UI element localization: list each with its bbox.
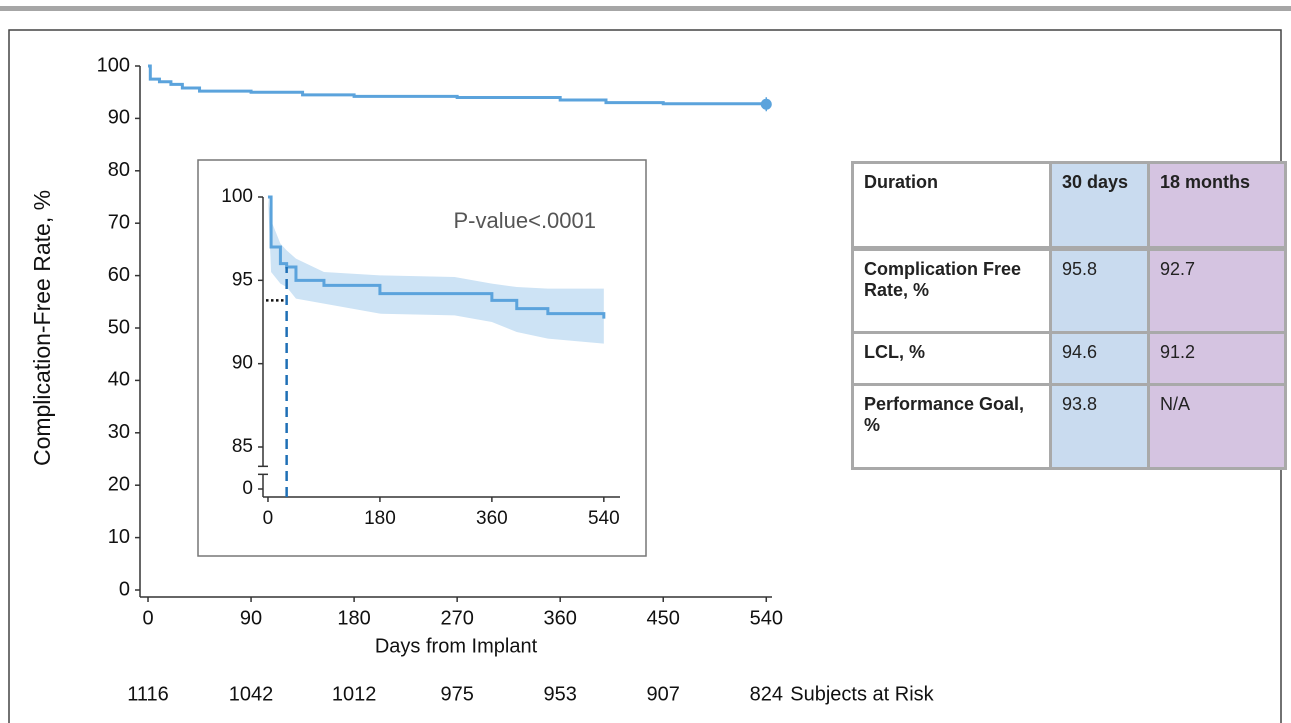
table-cell: N/A <box>1147 383 1287 470</box>
x-tick-label: 180 <box>364 508 396 529</box>
y-tick-label: 60 <box>108 264 130 286</box>
x-tick-label: 180 <box>337 607 370 629</box>
y-tick-label: 70 <box>108 211 130 233</box>
risk-count: 907 <box>647 683 680 705</box>
table-header: 18 months <box>1147 161 1287 251</box>
top-bar <box>0 6 1291 11</box>
table-cell: Complication Free Rate, % <box>851 247 1052 334</box>
x-tick-label: 270 <box>440 607 473 629</box>
y-tick-label: 0 <box>242 478 253 499</box>
x-tick-label: 540 <box>588 508 620 529</box>
risk-count: 953 <box>544 683 577 705</box>
y-tick-label: 10 <box>108 526 130 548</box>
survival-line <box>148 64 768 106</box>
summary-table: Duration 30 days 18 months Complication … <box>851 161 1287 470</box>
y-tick-label: 50 <box>108 316 130 338</box>
x-axis-label: Days from Implant <box>375 635 538 657</box>
risk-count: 1042 <box>229 683 274 705</box>
y-tick-label: 90 <box>108 107 130 129</box>
table-cell: Performance Goal, % <box>851 383 1052 470</box>
y-axis-label: Complication-Free Rate, % <box>29 190 55 466</box>
table-cell: 94.6 <box>1049 331 1150 386</box>
end-marker <box>760 98 772 110</box>
confidence-band <box>267 197 604 344</box>
table-cell: 93.8 <box>1049 383 1150 470</box>
risk-count: 1012 <box>332 683 377 705</box>
x-tick-label: 360 <box>476 508 508 529</box>
y-tick-label: 40 <box>108 369 130 391</box>
x-tick-label: 90 <box>240 607 262 629</box>
table-cell: 91.2 <box>1147 331 1287 386</box>
x-tick-label: 0 <box>142 607 153 629</box>
table-cell: LCL, % <box>851 331 1052 386</box>
y-tick-label: 30 <box>108 421 130 443</box>
survival-line <box>267 195 606 319</box>
table-header: 30 days <box>1049 161 1150 251</box>
x-tick-label: 0 <box>263 508 274 529</box>
x-tick-label: 450 <box>647 607 680 629</box>
table-cell: 95.8 <box>1049 247 1150 334</box>
y-tick-label: 95 <box>232 269 253 290</box>
y-tick-label: 80 <box>108 159 130 181</box>
table-header: Duration <box>851 161 1052 251</box>
risk-count: 824 <box>750 683 783 705</box>
table-cell: 92.7 <box>1147 247 1287 334</box>
x-tick-label: 360 <box>544 607 577 629</box>
annotation: P-value<.0001 <box>454 208 597 233</box>
y-tick-label: 100 <box>97 54 130 76</box>
risk-label: Subjects at Risk <box>790 683 934 705</box>
y-tick-label: 0 <box>119 578 130 600</box>
risk-count: 975 <box>440 683 473 705</box>
y-tick-label: 100 <box>221 186 253 207</box>
risk-count: 1116 <box>127 683 169 705</box>
x-tick-label: 540 <box>750 607 783 629</box>
y-tick-label: 85 <box>232 436 253 457</box>
y-tick-label: 90 <box>232 353 253 374</box>
y-tick-label: 20 <box>108 473 130 495</box>
